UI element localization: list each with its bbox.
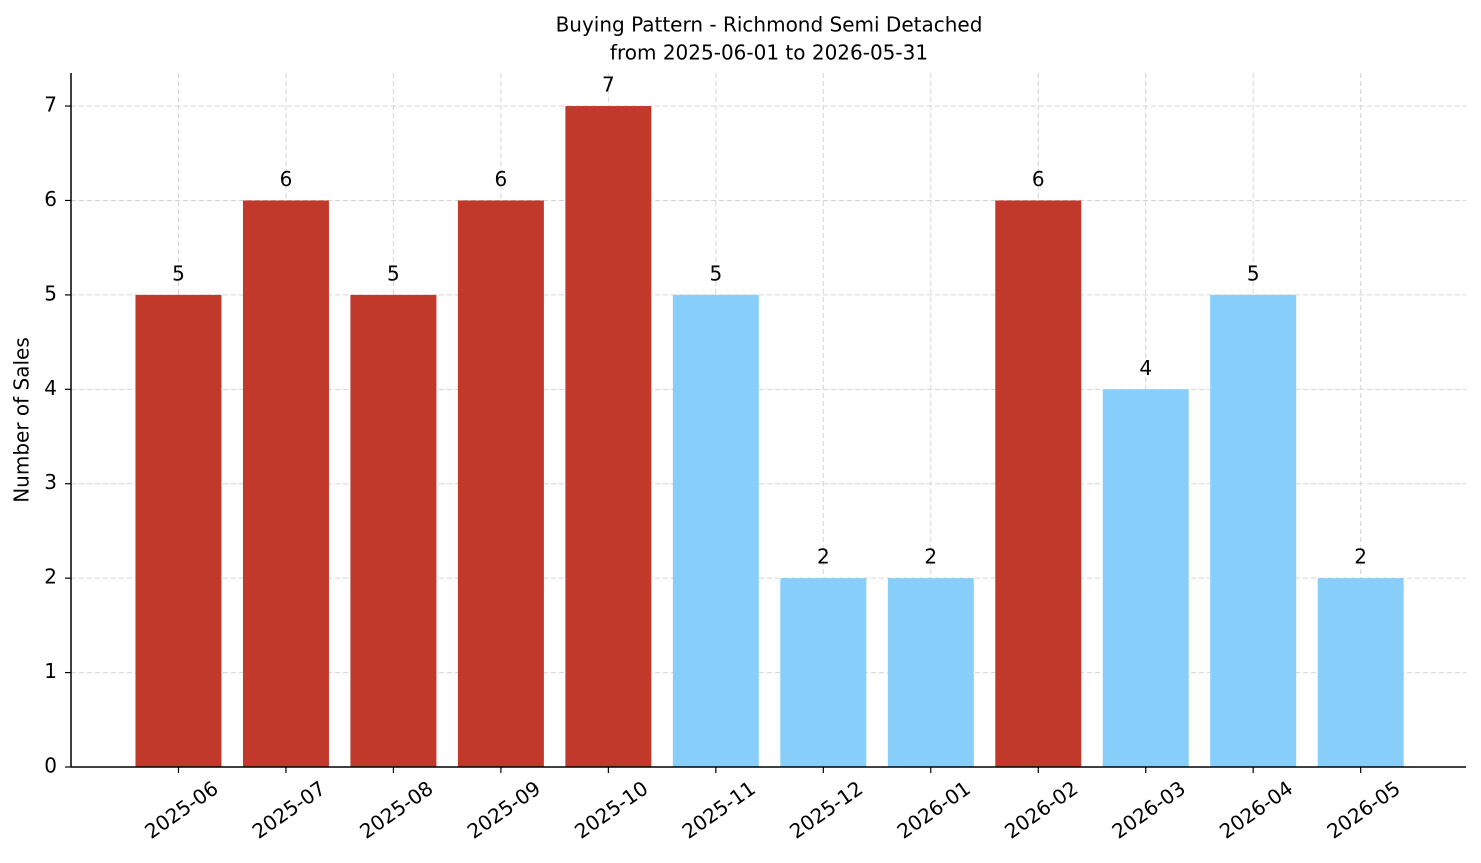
value-label: 4	[1139, 356, 1152, 380]
marks	[135, 106, 1404, 768]
y-tick-label: 2	[44, 565, 57, 589]
bar	[1210, 294, 1297, 767]
value-label: 5	[172, 261, 185, 285]
value-label: 5	[709, 261, 722, 285]
x-tick-label: 2025-12	[785, 776, 867, 844]
x-tick-label: 2026-04	[1215, 776, 1297, 844]
y-axis-label: Number of Sales	[10, 337, 34, 503]
bar	[457, 200, 544, 768]
chart-title: Buying Pattern - Richmond Semi Detached	[556, 13, 983, 37]
bar	[780, 578, 867, 767]
x-tick-label: 2025-09	[463, 776, 545, 844]
bar	[1102, 389, 1189, 767]
x-tick-label: 2026-01	[893, 776, 975, 844]
chart-subtitle: from 2025-06-01 to 2026-05-31	[610, 41, 928, 65]
value-label: 7	[602, 73, 615, 97]
y-tick-label: 5	[44, 281, 57, 305]
value-label: 5	[1247, 261, 1260, 285]
y-tick-label: 7	[44, 93, 57, 117]
y-tick-label: 6	[44, 187, 57, 211]
y-tick-label: 1	[44, 659, 57, 683]
x-tick-label: 2025-06	[140, 776, 222, 844]
value-label: 2	[924, 545, 937, 569]
x-tick-label: 2026-03	[1108, 776, 1190, 844]
bar	[887, 578, 974, 767]
bar	[672, 294, 759, 767]
bar	[135, 294, 222, 767]
value-label: 2	[1354, 545, 1367, 569]
x-tick-label: 2025-11	[678, 776, 760, 844]
bar	[565, 106, 652, 768]
value-label: 6	[1032, 167, 1045, 191]
value-label: 6	[280, 167, 293, 191]
value-label: 6	[495, 167, 508, 191]
x-tick-label: 2025-10	[570, 776, 652, 844]
y-tick-label: 3	[44, 470, 57, 494]
y-tick-label: 4	[44, 376, 57, 400]
x-tick-label: 2025-07	[248, 776, 330, 844]
y-tick-label: 0	[44, 754, 57, 778]
value-label: 2	[817, 545, 830, 569]
x-tick-label: 2026-02	[1000, 776, 1082, 844]
value-label: 5	[387, 261, 400, 285]
bar	[242, 200, 329, 768]
bar	[1317, 578, 1404, 767]
x-tick-label: 2026-05	[1322, 776, 1404, 844]
x-tick-label: 2025-08	[355, 776, 437, 844]
bar	[350, 294, 437, 767]
bar	[995, 200, 1082, 768]
